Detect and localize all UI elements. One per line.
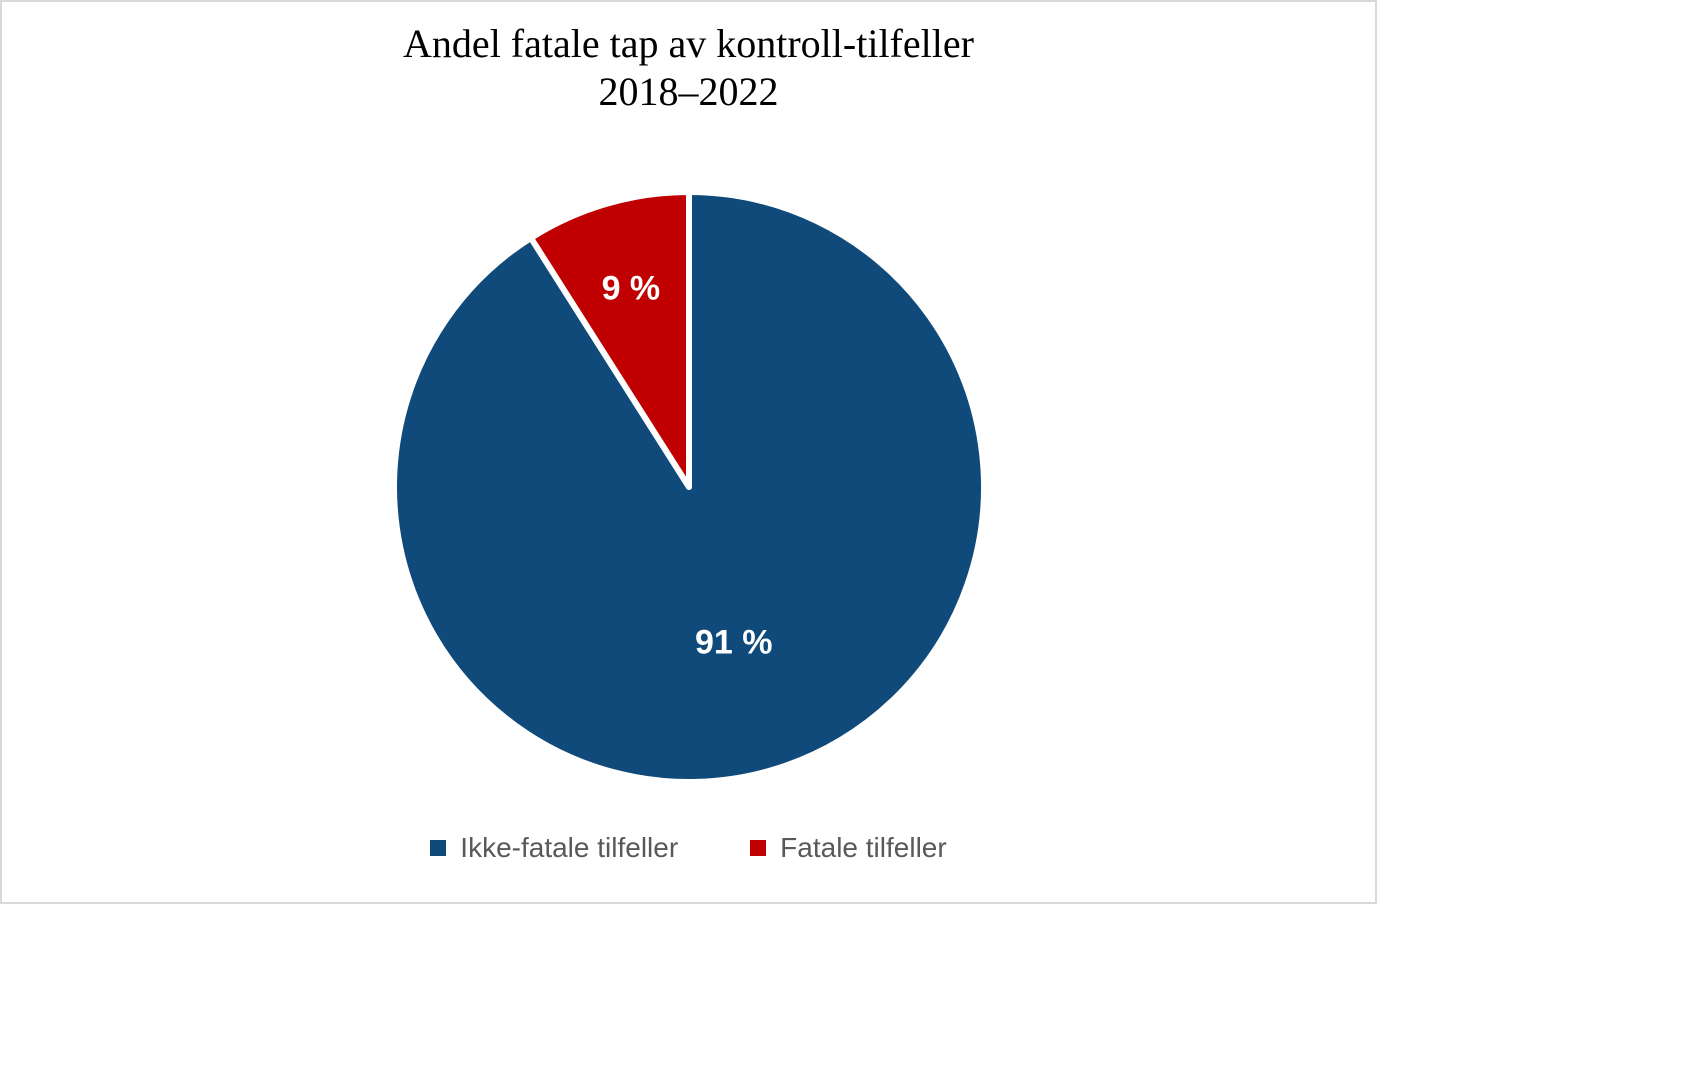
pie-chart: 91 % 9 %	[394, 192, 984, 782]
legend-label-0: Ikke-fatale tilfeller	[460, 832, 678, 864]
legend-swatch-0	[430, 840, 446, 856]
chart-title-line1: Andel fatale tap av kontroll-tilfeller	[2, 20, 1375, 68]
legend: Ikke-fatale tilfeller Fatale tilfeller	[2, 832, 1375, 864]
chart-title-line2: 2018–2022	[2, 68, 1375, 116]
legend-item-1: Fatale tilfeller	[750, 832, 947, 864]
legend-item-0: Ikke-fatale tilfeller	[430, 832, 678, 864]
pie-slice-label-1: 9 %	[602, 269, 661, 308]
legend-swatch-1	[750, 840, 766, 856]
chart-title: Andel fatale tap av kontroll-tilfeller 2…	[2, 20, 1375, 116]
legend-label-1: Fatale tilfeller	[780, 832, 947, 864]
pie-slice-label-0: 91 %	[695, 623, 773, 662]
chart-frame: Andel fatale tap av kontroll-tilfeller 2…	[0, 0, 1377, 904]
